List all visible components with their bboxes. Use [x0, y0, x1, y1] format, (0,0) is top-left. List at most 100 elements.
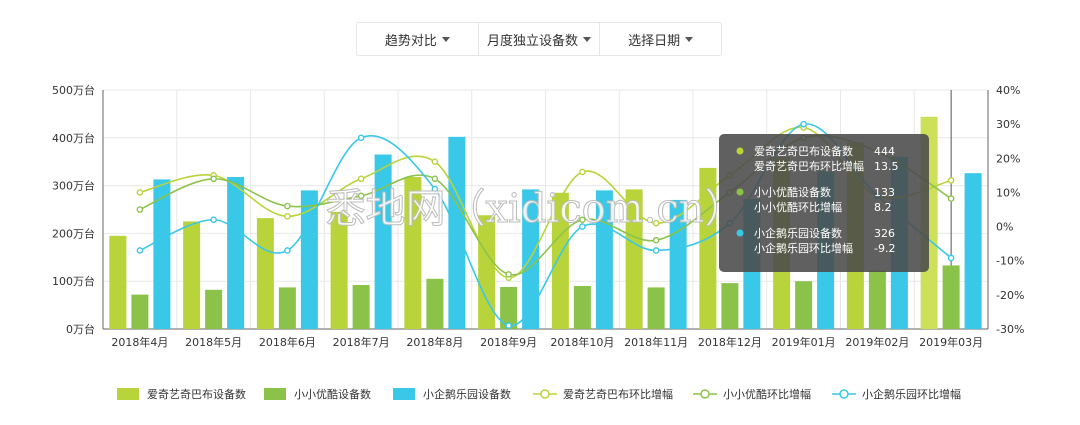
x-tick-label: 2018年12月	[698, 335, 762, 349]
tooltip-dot	[736, 188, 744, 196]
x-tick-label: 2019年02月	[845, 335, 909, 349]
x-tick-label: 2018年6月	[259, 335, 316, 349]
bar	[500, 286, 518, 329]
series-point	[652, 236, 660, 244]
series-point	[431, 175, 439, 183]
bar	[964, 173, 982, 329]
legend-label: 爱奇艺奇巴布设备数	[147, 387, 246, 401]
tooltip-label: 爱奇艺奇巴布环比增幅	[754, 159, 864, 173]
x-tick-label: 2018年11月	[624, 335, 688, 349]
bar	[205, 289, 223, 329]
x-tick-label: 2019年01月	[772, 335, 836, 349]
bar	[278, 287, 296, 329]
bar	[153, 179, 171, 329]
bar	[300, 190, 318, 329]
legend-item: 小企鹅乐园环比增幅	[832, 387, 961, 401]
series-point	[357, 175, 365, 183]
date-label: 选择日期	[628, 33, 681, 49]
y-right-tick-label: -20%	[996, 289, 1024, 302]
bar	[647, 287, 665, 329]
series-point	[800, 120, 807, 128]
legend-marker	[839, 389, 849, 399]
x-tick-label: 2018年10月	[550, 335, 614, 349]
y-left-tick-label: 400万台	[52, 131, 95, 145]
metric-dropdown[interactable]: 月度独立设备数	[479, 23, 601, 55]
y-left-tick-label: 100万台	[52, 274, 95, 288]
watermark-text: 悉地网（xidicom.cn）	[325, 186, 744, 232]
legend-swatch	[117, 388, 139, 400]
tooltip-label: 小企鹅乐园环比增幅	[754, 241, 853, 255]
trend-compare-label: 趋势对比	[384, 33, 437, 49]
legend-item: 爱奇艺奇巴布环比增幅	[533, 387, 673, 401]
legend: 爱奇艺奇巴布设备数 小小优酷设备数 小企鹅乐园设备数 爱奇艺奇巴布环比增幅 小小优酷环比…	[117, 387, 961, 401]
trend-compare-dropdown[interactable]: 趋势对比	[357, 23, 479, 55]
bar	[256, 218, 274, 329]
series-point	[357, 192, 365, 200]
series-point	[579, 216, 586, 224]
series-point	[210, 216, 217, 224]
y-right-tick-label: -30%	[996, 323, 1024, 336]
x-tick-label: 2018年4月	[111, 335, 168, 349]
x-tick-label: 2018年8月	[406, 335, 463, 349]
bar	[868, 270, 886, 329]
legend-label: 小企鹅乐园设备数	[423, 387, 511, 401]
series-point	[505, 271, 512, 278]
bar	[942, 265, 960, 329]
y-left-tick-label: 0万台	[66, 322, 95, 336]
legend-swatch	[264, 388, 286, 400]
caret-down-icon	[441, 36, 450, 42]
y-right-tick-label: 40%	[996, 84, 1020, 97]
caret-down-icon	[685, 36, 694, 42]
series-point	[284, 213, 291, 220]
tooltip-value: 133	[874, 186, 895, 199]
legend-marker	[700, 389, 710, 399]
tooltip-label: 爱奇艺奇巴布设备数	[754, 144, 853, 158]
tooltip-value: -9.2	[874, 242, 895, 255]
legend-swatch	[393, 388, 415, 400]
line-series-3	[136, 120, 955, 329]
series-point	[947, 254, 955, 262]
series-point	[652, 247, 660, 254]
bar	[109, 235, 127, 329]
series-point	[947, 195, 955, 202]
y-left-tick-label: 200万台	[52, 226, 95, 240]
bar	[352, 285, 370, 329]
series-point	[136, 206, 144, 213]
legend-item: 爱奇艺奇巴布设备数	[117, 387, 246, 401]
x-tick-label: 2018年7月	[333, 335, 390, 349]
series-point	[210, 175, 217, 183]
legend-label: 小企鹅乐园环比增幅	[862, 387, 961, 401]
x-tick-label: 2018年9月	[480, 335, 537, 349]
series-point	[284, 247, 291, 254]
bar	[625, 189, 643, 329]
tooltip-dot	[736, 147, 744, 155]
series-point	[505, 322, 512, 329]
tooltip-label: 小小优酷环比增幅	[754, 200, 842, 214]
bar	[551, 192, 569, 329]
series-point	[431, 185, 439, 193]
tooltip-box	[719, 134, 929, 272]
legend-label: 爱奇艺奇巴布环比增幅	[563, 387, 673, 401]
y-right-tick-label: 30%	[996, 118, 1020, 131]
legend-label: 小小优酷环比增幅	[723, 387, 811, 401]
bar	[699, 167, 717, 329]
series-point	[579, 223, 586, 230]
bar	[478, 215, 496, 329]
series-point	[136, 189, 144, 196]
date-dropdown[interactable]: 选择日期	[600, 23, 721, 55]
bar	[426, 278, 444, 329]
series-point	[136, 247, 144, 254]
series-point	[947, 177, 955, 184]
legend-item: 小小优酷设备数	[264, 387, 371, 401]
bar	[573, 285, 591, 329]
series-point	[431, 158, 439, 165]
bar	[721, 283, 739, 329]
y-right-tick-label: 0%	[996, 221, 1013, 234]
series-point	[284, 202, 291, 210]
bar	[374, 154, 392, 329]
series-point	[579, 168, 586, 176]
y-right-tick-label: 20%	[996, 152, 1020, 165]
x-tick-labels: 2018年4月 2018年5月 2018年6月 2018年7月 2018年8月 2018年…	[111, 335, 983, 349]
bar	[183, 221, 201, 329]
y-right-tick-labels: -30% -20% -10% 0% 10% 20% 30% 40%	[996, 84, 1024, 336]
